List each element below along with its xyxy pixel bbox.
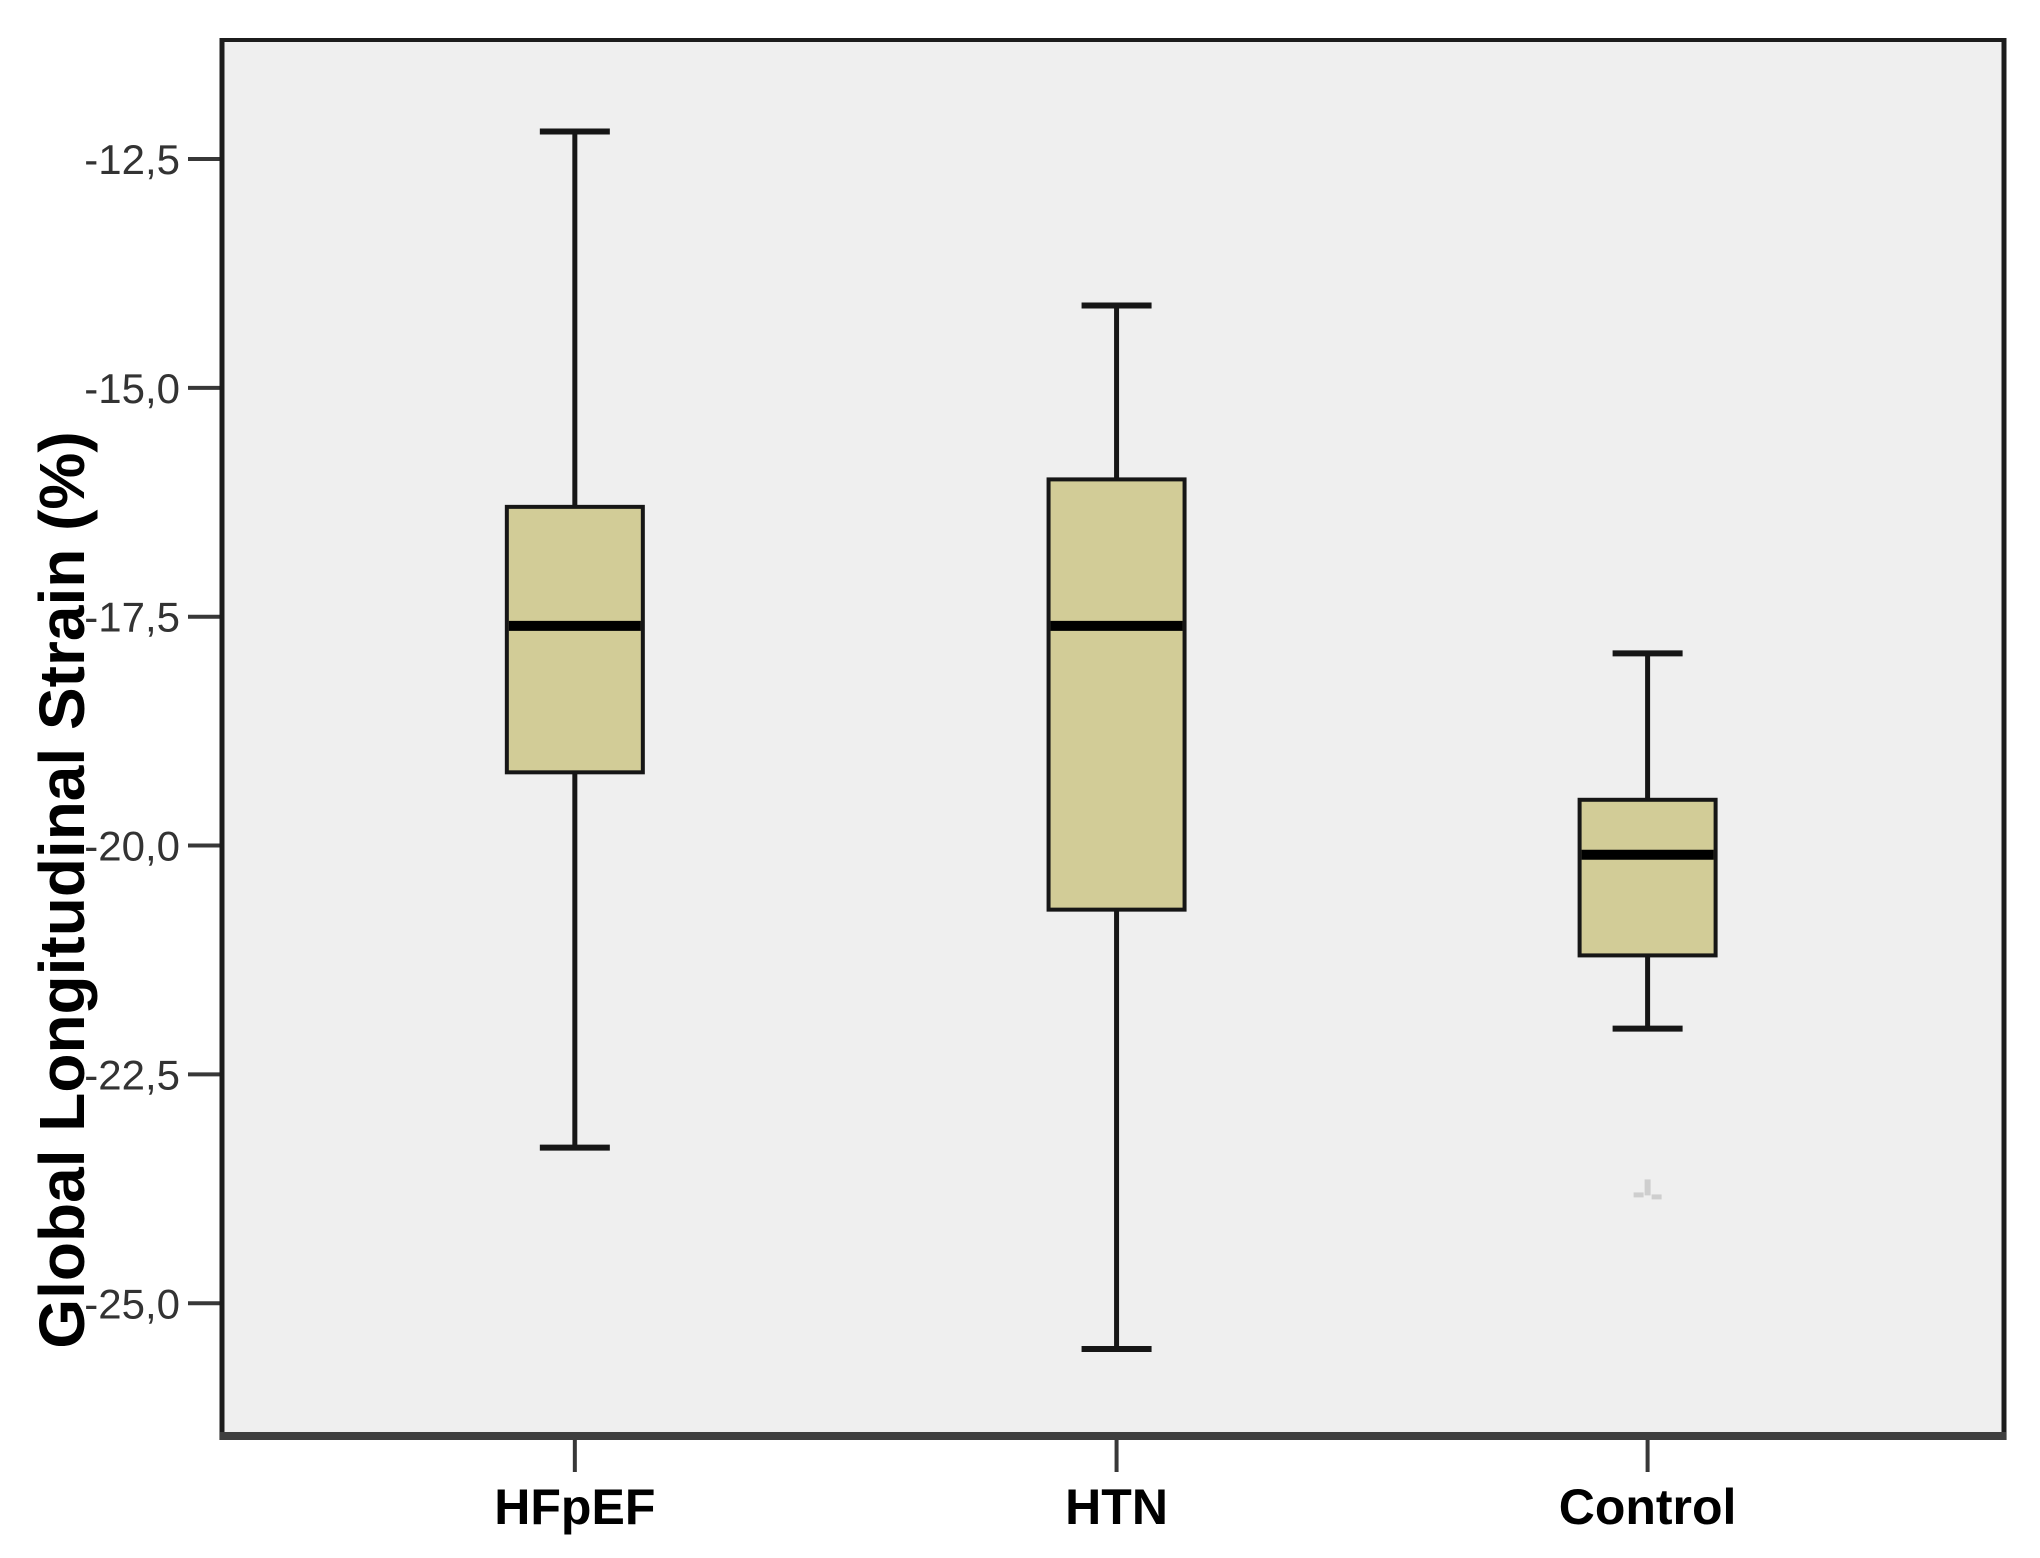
y-tick-label-3: -20,0	[84, 823, 180, 870]
artifact-mark	[1633, 1179, 1662, 1200]
x-category-label-hfpef: HFpEF	[494, 1479, 655, 1535]
artifact-stem	[1644, 1179, 1651, 1196]
y-axis-title: Global Longitudinal Strain (%)	[26, 431, 98, 1349]
boxplot-htn	[1046, 302, 1187, 1353]
y-tick-label-4: -22,5	[84, 1051, 180, 1098]
y-tick-label-2: -17,5	[84, 594, 180, 641]
iqr-box-control	[1577, 797, 1718, 958]
y-tick-label-1: -15,0	[84, 365, 180, 412]
iqr-box-hfpef	[504, 504, 645, 775]
y-tick-label-5: -25,0	[84, 1280, 180, 1327]
x-category-label-control: Control	[1559, 1479, 1737, 1535]
artifact-foot-right	[1651, 1194, 1662, 1200]
x-category-label-htn: HTN	[1065, 1479, 1168, 1535]
boxplot-control	[1577, 650, 1718, 1032]
artifact-foot-left	[1633, 1192, 1644, 1198]
y-tick-label-0: -12,5	[84, 136, 180, 183]
boxplot-hfpef	[504, 128, 645, 1151]
iqr-box-htn	[1046, 477, 1187, 912]
